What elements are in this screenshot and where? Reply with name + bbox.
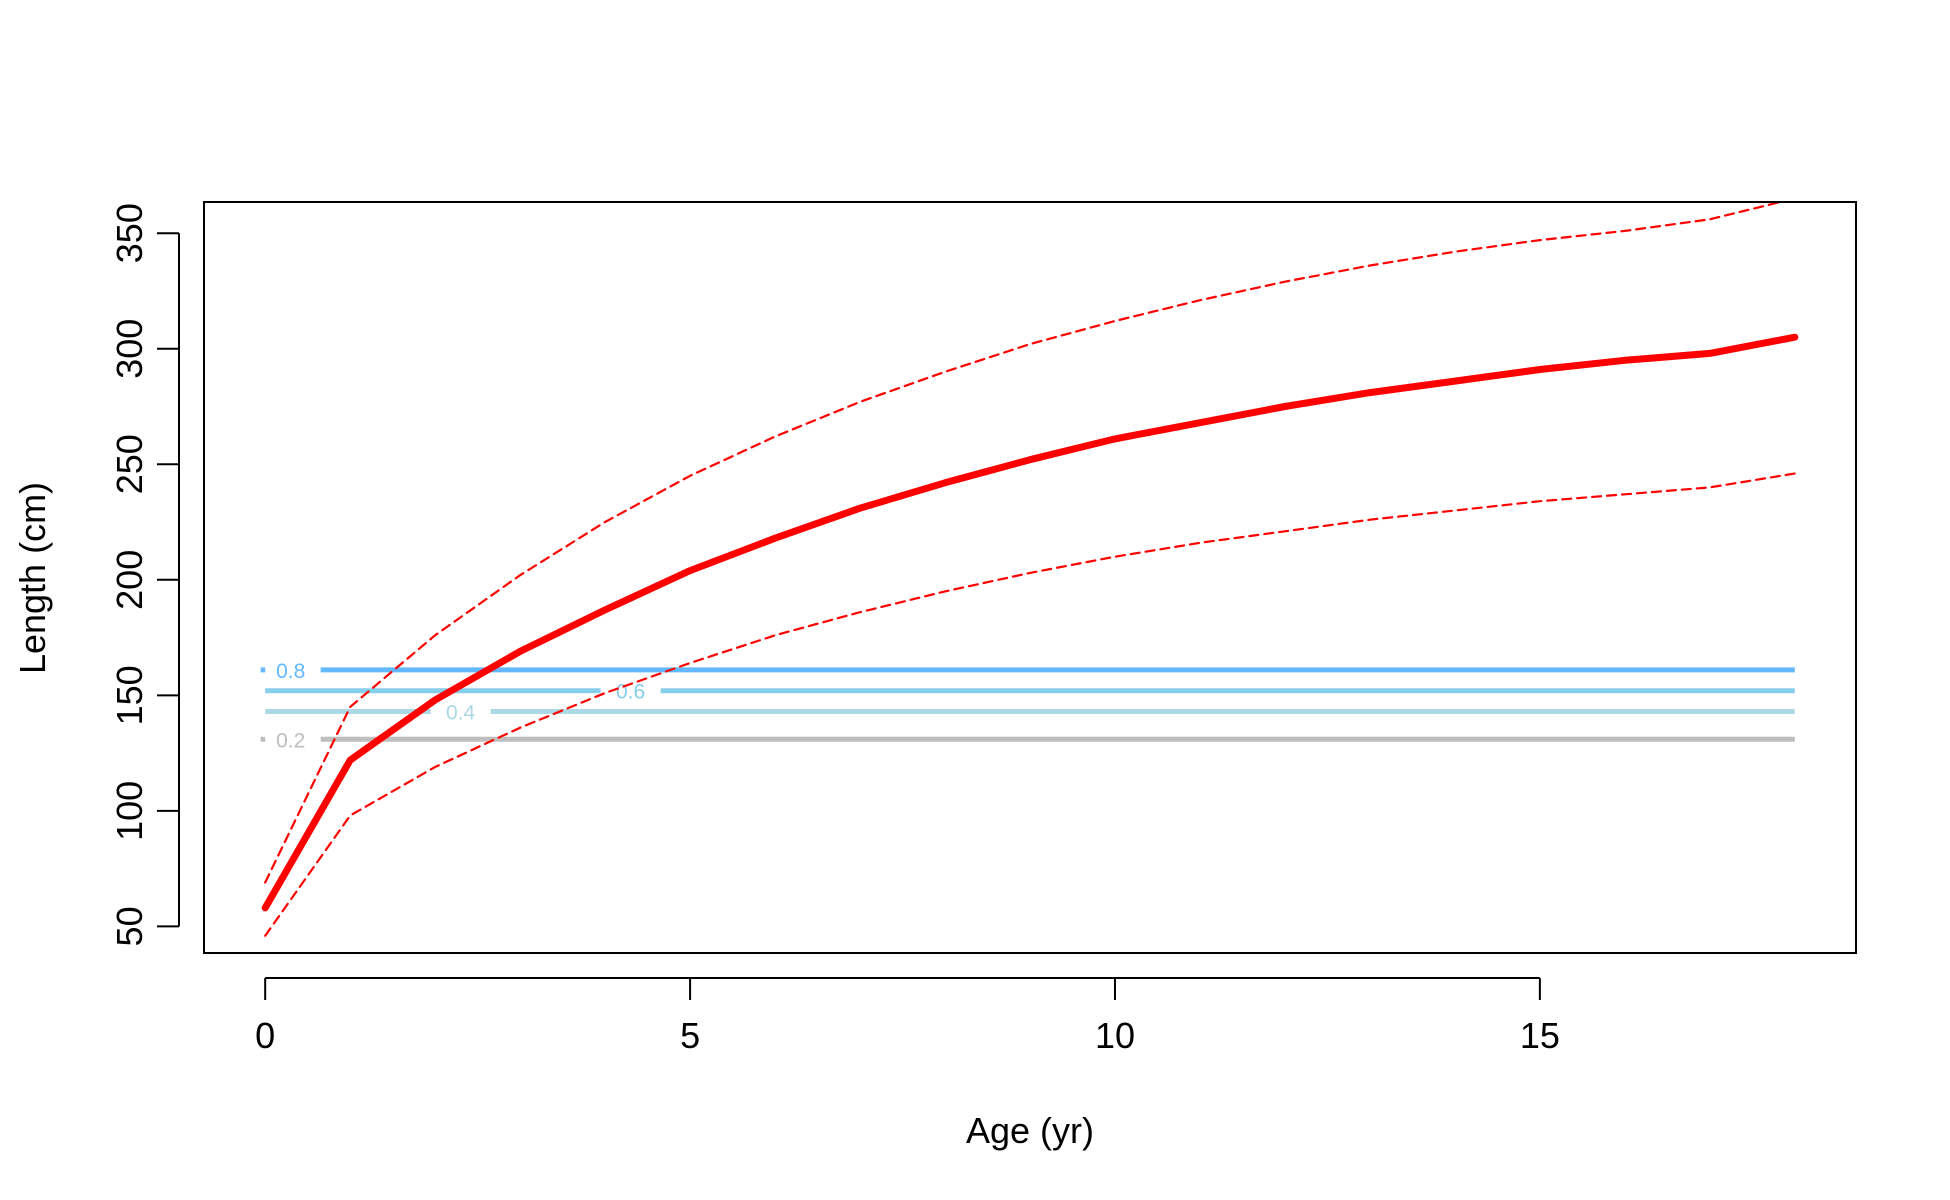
reference-lines: 0.80.60.40.2 — [260, 660, 1795, 752]
x-axis-label: Age (yr) — [966, 1110, 1094, 1151]
series-line-lower — [264, 472, 1796, 937]
reference-line-label-2: 0.4 — [446, 702, 476, 725]
plot-frame — [203, 201, 1857, 954]
x-tick-label-5: 5 — [680, 1015, 700, 1056]
series-lines — [261, 202, 1799, 937]
y-axis-label: Length (cm) — [12, 482, 53, 674]
x-tick-label-0: 0 — [255, 1015, 275, 1056]
reference-line-label-3: 0.2 — [276, 729, 305, 752]
y-tick-label-350: 350 — [109, 203, 150, 263]
x-axis: 0 5 10 15 — [255, 977, 1560, 1056]
x-tick-label-15: 15 — [1520, 1015, 1560, 1056]
y-tick-label-200: 200 — [109, 550, 150, 610]
x-tick-label-10: 10 — [1095, 1015, 1135, 1056]
series-line-mean — [261, 333, 1799, 912]
y-tick-label-250: 250 — [109, 434, 150, 494]
y-axis: 50 100 150 200 250 300 350 — [109, 203, 180, 946]
series-line-upper — [264, 202, 1786, 884]
reference-line-label-0: 0.8 — [276, 660, 305, 683]
y-tick-label-300: 300 — [109, 319, 150, 379]
y-tick-label-150: 150 — [109, 665, 150, 725]
y-tick-label-100: 100 — [109, 781, 150, 841]
y-tick-label-50: 50 — [109, 906, 150, 946]
